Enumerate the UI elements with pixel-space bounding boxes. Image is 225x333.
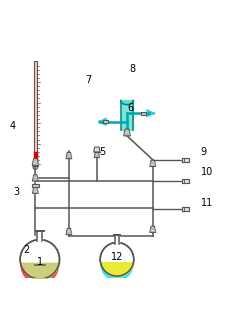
Text: 1: 1	[37, 257, 43, 267]
Polygon shape	[182, 158, 189, 162]
Text: 2: 2	[23, 245, 29, 255]
Polygon shape	[66, 153, 72, 159]
Circle shape	[21, 246, 58, 284]
Text: 5: 5	[99, 147, 105, 157]
Polygon shape	[115, 235, 119, 244]
Polygon shape	[121, 101, 133, 105]
Text: 3: 3	[13, 187, 19, 197]
Polygon shape	[150, 226, 156, 232]
Polygon shape	[94, 147, 100, 152]
Circle shape	[20, 240, 59, 279]
Circle shape	[33, 165, 38, 169]
Polygon shape	[34, 61, 37, 164]
Polygon shape	[94, 152, 99, 158]
Text: 12: 12	[111, 252, 123, 262]
Polygon shape	[121, 101, 133, 130]
Polygon shape	[32, 175, 38, 181]
Text: 4: 4	[9, 121, 15, 131]
Polygon shape	[34, 152, 37, 164]
Bar	[141, 112, 146, 115]
Text: 7: 7	[86, 75, 92, 85]
Polygon shape	[150, 160, 156, 166]
Circle shape	[101, 248, 133, 280]
Text: 10: 10	[201, 167, 213, 177]
Polygon shape	[37, 231, 42, 241]
Polygon shape	[66, 228, 72, 235]
Bar	[32, 184, 39, 187]
Text: 11: 11	[201, 198, 213, 208]
Text: 6: 6	[127, 103, 133, 113]
Polygon shape	[32, 187, 38, 193]
Polygon shape	[182, 179, 189, 183]
Circle shape	[100, 242, 134, 276]
Text: 9: 9	[201, 147, 207, 157]
Polygon shape	[32, 159, 38, 166]
Polygon shape	[182, 207, 189, 211]
Polygon shape	[124, 129, 130, 136]
Text: 8: 8	[129, 64, 135, 74]
Bar	[103, 121, 108, 123]
